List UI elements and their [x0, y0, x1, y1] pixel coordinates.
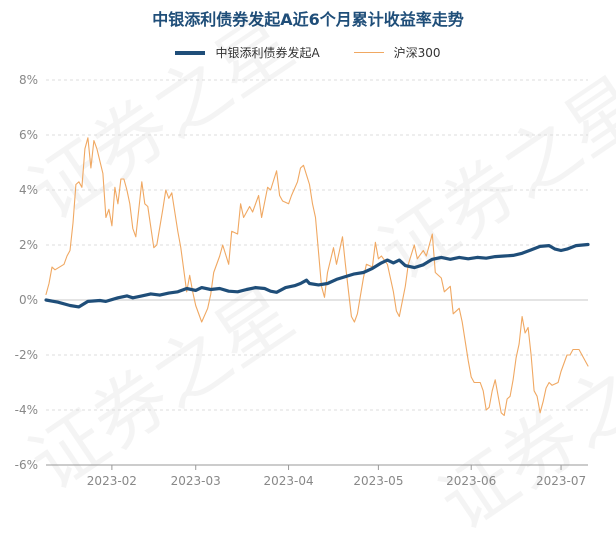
legend-item-fund[interactable]: 中银添利债券发起A: [175, 44, 320, 61]
y-tick-label: -4%: [15, 403, 38, 417]
legend-label-fund: 中银添利债券发起A: [215, 46, 320, 60]
y-tick-label: -6%: [15, 458, 38, 472]
series-line-fund: [44, 242, 590, 309]
x-tick-label: 2023-06: [446, 474, 496, 488]
y-tick-label: -2%: [15, 348, 38, 362]
y-tick-label: 8%: [19, 73, 38, 87]
legend-swatch-index: [353, 52, 384, 53]
legend-item-index[interactable]: 沪深300: [353, 44, 441, 61]
legend-label-index: 沪深300: [393, 46, 441, 60]
y-tick-label: 4%: [19, 183, 38, 197]
y-tick-label: 6%: [19, 128, 38, 142]
y-tick-label: 2%: [19, 238, 38, 252]
x-tick-label: 2023-07: [536, 474, 586, 488]
legend-swatch-fund: [175, 50, 206, 55]
x-tick-label: 2023-04: [263, 474, 313, 488]
y-tick-label: 0%: [19, 293, 38, 307]
x-tick-label: 2023-02: [87, 474, 137, 488]
chart-title: 中银添利债券发起A近6个月累计收益率走势: [152, 10, 464, 29]
series-line-index: [45, 137, 589, 417]
chart-legend: 中银添利债券发起A 沪深300: [0, 44, 616, 61]
x-tick-label: 2023-05: [353, 474, 403, 488]
x-tick-label: 2023-03: [171, 474, 221, 488]
chart-plot-area: 8% 6% 4% 2% 0% -2% -4% -6% 2023-02 2023-03 2023-04…: [15, 73, 590, 488]
